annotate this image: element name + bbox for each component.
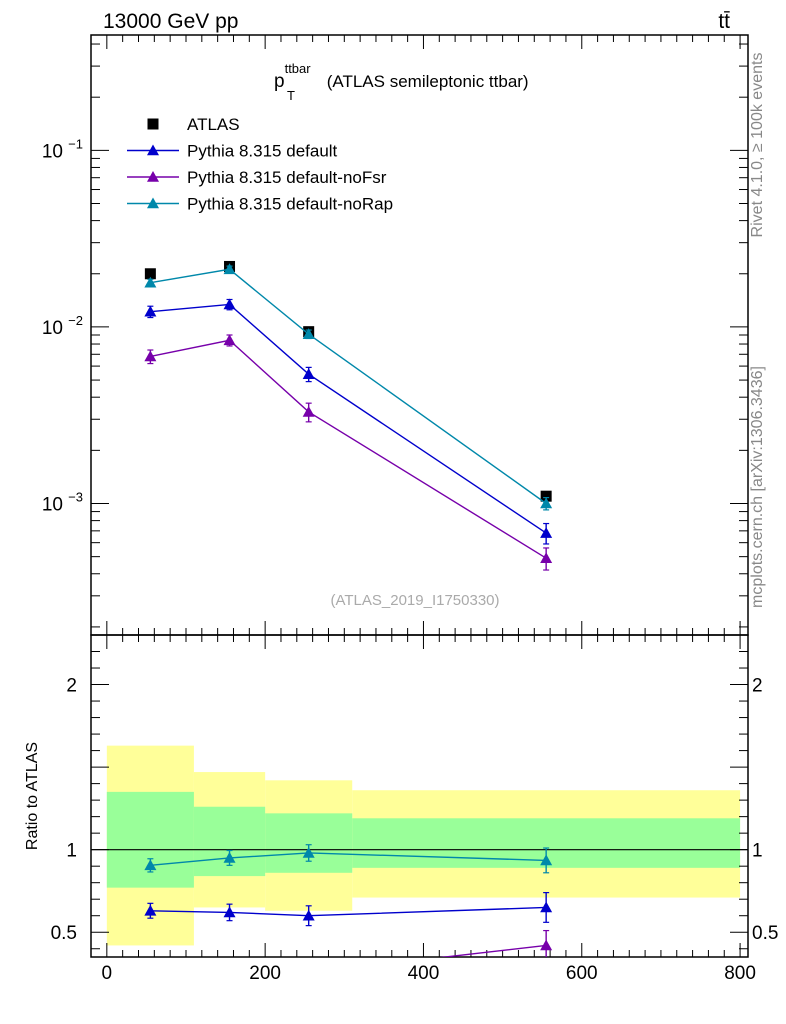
point-atlas-0 xyxy=(144,268,156,280)
ratio-point-noFsr-0 xyxy=(144,972,156,983)
band-inner-0 xyxy=(106,791,194,888)
legend-item-noRap: Pythia 8.315 default-noRap xyxy=(127,195,393,214)
main-ytick-label-exp-1: −2 xyxy=(68,313,83,328)
series-line-noFsr xyxy=(150,339,547,559)
ratio-point-default-3 xyxy=(540,901,553,913)
point-noRap-3 xyxy=(540,497,553,509)
point-atlas-3 xyxy=(540,490,552,502)
ratio-point-noRap-3 xyxy=(540,854,553,866)
legend-marker-atlas xyxy=(147,118,159,130)
legend-label-noRap: Pythia 8.315 default-noRap xyxy=(187,195,393,214)
ratio-ytick-label-left-0: 0.5 xyxy=(51,923,77,944)
ratio-series-default xyxy=(144,891,553,927)
analysis-watermark: (ATLAS_2019_I1750330) xyxy=(330,592,499,609)
rivet-version-label: Rivet 4.1.0, ≥ 100k events xyxy=(749,53,766,238)
legend-marker-noFsr xyxy=(147,171,159,182)
ratio-ytick-label-left-2: 2 xyxy=(66,676,77,697)
main-ytick-label-exp-2: −3 xyxy=(68,489,83,504)
point-noFsr-2 xyxy=(302,405,315,417)
series-line-noRap xyxy=(150,268,547,505)
ratio-axis-ticks xyxy=(91,634,748,957)
ratio-line-noRap xyxy=(150,852,547,867)
uncertainty-bands xyxy=(91,745,748,946)
point-noFsr-1 xyxy=(223,334,236,346)
point-noFsr-0 xyxy=(144,350,157,362)
main-axis-ticks xyxy=(91,35,748,635)
legend-item-default: Pythia 8.315 default xyxy=(127,142,338,161)
ratio-series xyxy=(144,844,553,983)
main-ytick-label-base: 10 xyxy=(42,494,63,515)
ratio-xtick-label-4: 800 xyxy=(724,963,756,984)
source-label: mcplots.cern.ch [arXiv:1306.3436] xyxy=(749,366,766,608)
ratio-y-tick-labels: 0.5 0.5 1 1 2 2 xyxy=(51,676,779,945)
ratio-point-noFsr-1 xyxy=(224,968,236,979)
legend-label-atlas: ATLAS xyxy=(187,115,240,134)
point-noRap-2 xyxy=(302,328,315,339)
ratio-ytick-label-right-1: 1 xyxy=(752,841,763,862)
ratio-point-default-0 xyxy=(144,904,157,916)
legend: ATLAS Pythia 8.315 default Pythia 8.315 de… xyxy=(127,115,393,214)
main-ytick-label-2: 10 xyxy=(42,494,63,515)
point-default-3 xyxy=(540,527,553,538)
ratio-point-default-1 xyxy=(223,906,236,918)
ratio-point-noRap-0 xyxy=(144,859,157,871)
main-ytick-label-base: 10 xyxy=(42,141,63,162)
ratio-xtick-label-0: 0 xyxy=(102,963,113,984)
legend-marker-default xyxy=(147,144,159,156)
ratio-point-noFsr-2 xyxy=(303,967,315,978)
main-ytick-label-0: 10 xyxy=(42,141,63,162)
ratio-xtick-label-2: 400 xyxy=(408,963,440,984)
title-suffix: (ATLAS semileptonic ttbar) xyxy=(322,72,529,91)
legend-label-noFsr: Pythia 8.315 default-noFsr xyxy=(187,168,387,187)
ratio-ytick-label-left-1: 1 xyxy=(66,841,77,862)
main-series xyxy=(144,260,553,571)
main-ytick-label-1: 10 xyxy=(42,318,63,339)
ratio-series-noRap xyxy=(144,844,553,874)
legend-item-noFsr: Pythia 8.315 default-noFsr xyxy=(127,168,387,187)
main-series-atlas xyxy=(144,260,552,502)
ratio-point-noRap-2 xyxy=(302,846,315,858)
ratio-series-noFsr xyxy=(144,929,553,983)
ratio-panel-frame xyxy=(90,634,749,958)
ratio-xtick-label-1: 200 xyxy=(249,963,281,984)
band-inner-2 xyxy=(265,813,353,873)
title-base: p xyxy=(274,71,285,92)
main-ytick-label-base: 10 xyxy=(42,318,63,339)
point-default-2 xyxy=(302,368,315,379)
point-noFsr-3 xyxy=(540,552,553,564)
ratio-point-default-2 xyxy=(302,909,315,921)
main-ytick-label-exp-0: −1 xyxy=(68,136,83,151)
ratio-point-noFsr-3 xyxy=(540,939,553,951)
point-noRap-1 xyxy=(223,263,236,275)
main-y-tick-labels: 10 −1 10 −2 10 −3 xyxy=(42,136,83,515)
ratio-ytick-label-right-0: 0.5 xyxy=(752,923,778,944)
series-line-default xyxy=(150,303,547,534)
legend-item-atlas: ATLAS xyxy=(147,115,240,134)
energy-label: 13000 GeV pp xyxy=(103,10,238,33)
ratio-point-noRap-1 xyxy=(223,851,236,863)
main-series-default xyxy=(144,298,553,545)
point-default-0 xyxy=(144,305,157,317)
title-subscript: T xyxy=(287,88,295,103)
ratio-xtick-label-3: 600 xyxy=(566,963,598,984)
ratio-ytick-label-right-2: 2 xyxy=(752,676,763,697)
process-label: tt̄ xyxy=(718,10,730,33)
title-superscript: ttbar xyxy=(285,61,312,76)
legend-marker-noRap xyxy=(147,197,159,209)
ratio-y-axis-label: Ratio to ATLAS xyxy=(24,742,41,850)
point-default-1 xyxy=(223,298,236,310)
legend-label-default: Pythia 8.315 default xyxy=(187,142,338,161)
ratio-line-default xyxy=(150,906,547,917)
main-series-noFsr xyxy=(144,334,553,571)
point-noRap-0 xyxy=(144,276,157,288)
plot-title: pttbar T (ATLAS semileptonic ttbar) xyxy=(274,61,529,103)
main-series-noRap xyxy=(144,263,553,511)
ratio-x-tick-labels: 0 200 400 600 800 xyxy=(102,963,756,984)
